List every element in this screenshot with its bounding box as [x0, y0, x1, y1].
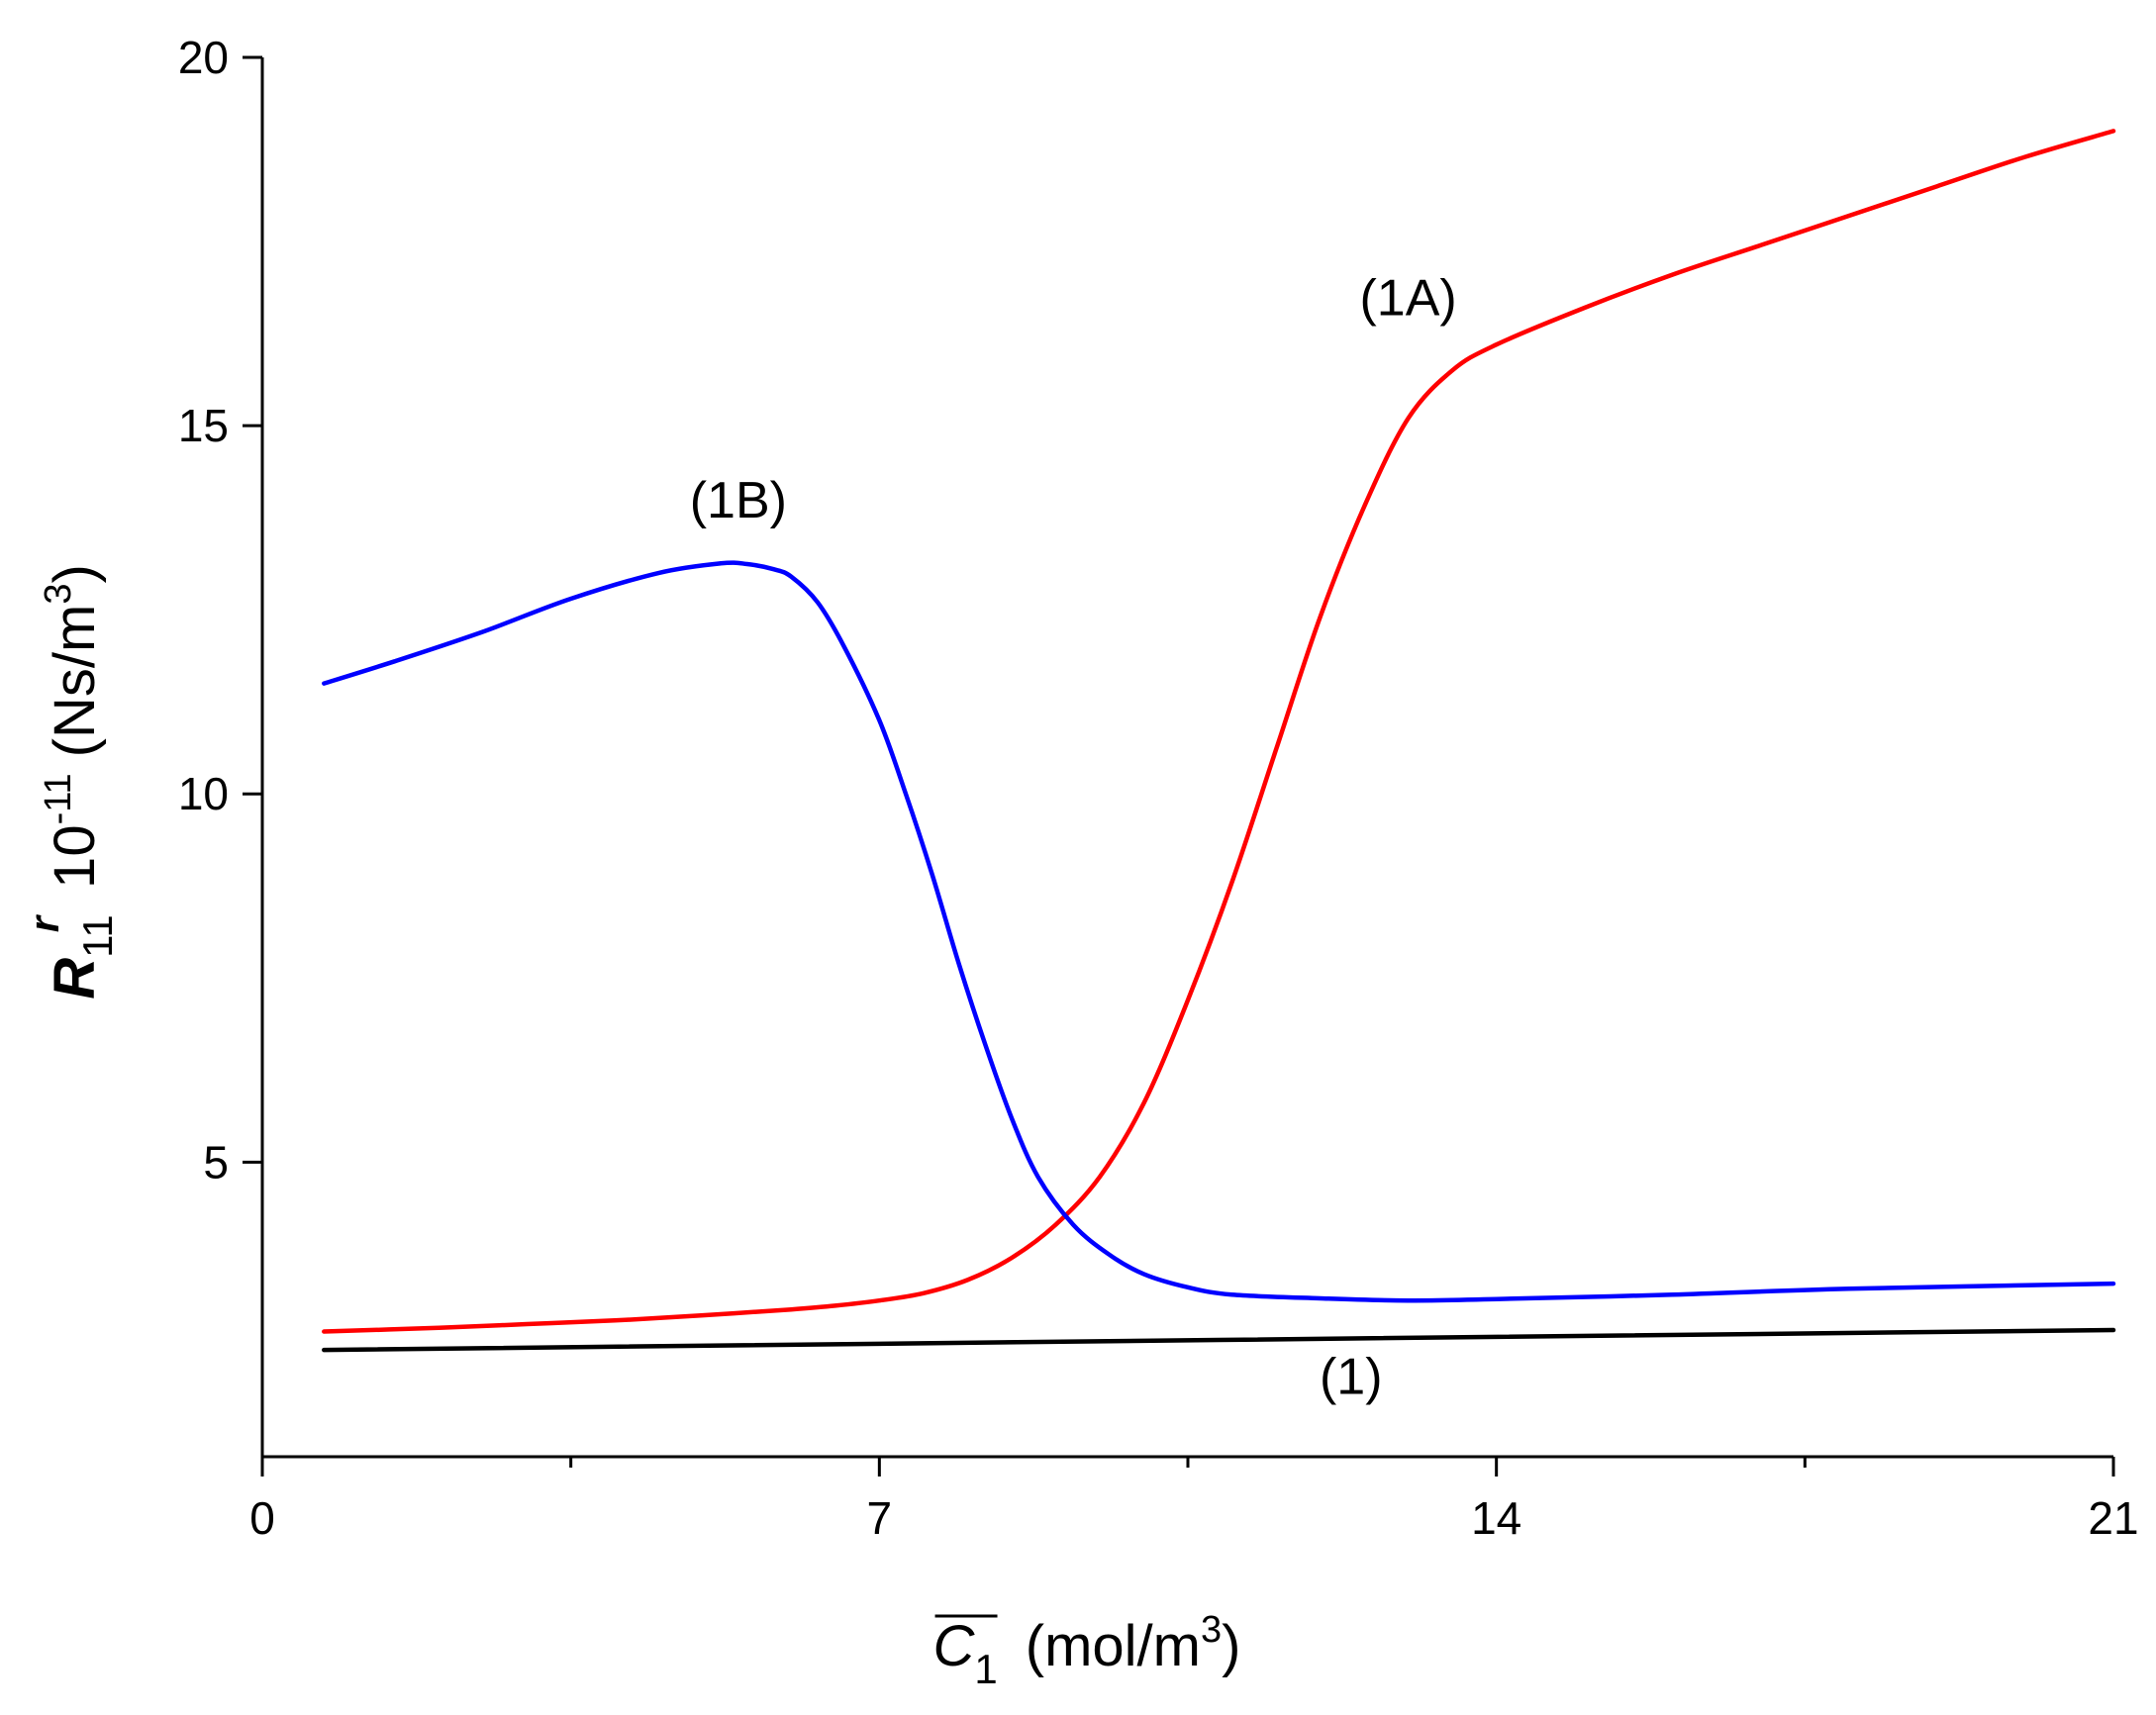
y-tick-label: 20: [178, 32, 229, 83]
x-ticks: 0 7 14 21: [249, 1457, 2139, 1544]
y-axis-symbol: R: [43, 958, 107, 1000]
curve-label-1a: (1A): [1359, 269, 1456, 327]
series-group: [322, 129, 2116, 1353]
x-tick-label: 7: [867, 1492, 893, 1544]
y-axis-factor: 10: [43, 824, 107, 889]
curve-label-1: (1): [1320, 1349, 1383, 1406]
x-tick-label: 0: [249, 1492, 275, 1544]
x-tick-label: 21: [2088, 1492, 2138, 1544]
x-axis-symbol: C: [933, 1614, 976, 1678]
x-axis-subscript: 1: [974, 1646, 997, 1692]
x-axis-unit-close: ): [1222, 1614, 1240, 1678]
series-line-1: [322, 1327, 2116, 1353]
y-axis-title: R11 r 10-11 (Ns/m3): [21, 564, 121, 1000]
axes: [260, 57, 2113, 1459]
x-axis-unit-power: 3: [1201, 1609, 1222, 1651]
y-tick-label: 15: [178, 400, 229, 451]
y-ticks: 5 10 15 20: [178, 32, 262, 1188]
curve-label-1b: (1B): [690, 472, 787, 529]
x-tick-label: 14: [1471, 1492, 1521, 1544]
y-axis-subscript: 11: [74, 914, 121, 958]
y-tick-label: 10: [178, 768, 229, 819]
y-axis-factor-exp: -11: [38, 773, 79, 824]
x-axis-unit: (mol/m: [1026, 1614, 1201, 1678]
y-axis-unit-close: ): [43, 564, 107, 583]
series-line-1a: [322, 129, 2116, 1334]
series-line-1b: [322, 560, 2116, 1303]
y-axis-unit: (Ns/m: [43, 605, 107, 758]
y-axis-unit-power: 3: [38, 584, 79, 605]
annotations-group: (1A) (1B) (1): [690, 269, 1457, 1405]
y-axis-superscript: r: [21, 913, 67, 932]
x-axis-title: C1 (mol/m3): [933, 1609, 1241, 1692]
y-tick-label: 5: [203, 1136, 229, 1188]
